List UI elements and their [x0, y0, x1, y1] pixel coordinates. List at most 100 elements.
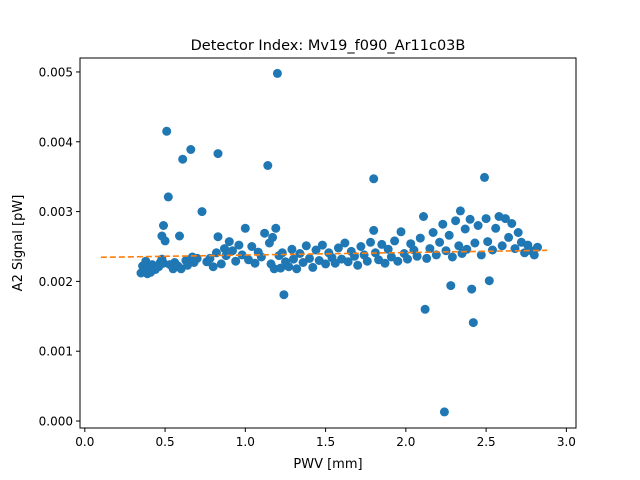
data-point	[377, 239, 387, 249]
data-point	[186, 145, 196, 154]
y-tick-label: 0.005	[39, 65, 73, 79]
data-point	[403, 254, 412, 264]
data-point	[178, 154, 188, 164]
data-point	[353, 260, 363, 270]
data-point	[163, 192, 173, 202]
x-tick-label: 1.5	[316, 435, 335, 449]
y-tick-label: 0.004	[39, 135, 73, 149]
x-tick-label: 2.0	[396, 435, 415, 449]
data-point	[356, 242, 366, 251]
data-point	[386, 252, 396, 262]
data-point	[220, 244, 229, 254]
data-point	[396, 227, 406, 237]
data-point	[504, 232, 514, 242]
data-point	[279, 290, 289, 300]
x-tick-label: 0.5	[156, 435, 175, 449]
chart-title: Detector Index: Mv19_f090_Ar11c03B	[191, 38, 466, 54]
data-point	[484, 276, 494, 286]
data-point	[507, 219, 517, 228]
data-point	[470, 238, 480, 248]
data-point	[292, 264, 302, 274]
data-point	[460, 224, 470, 234]
y-tick-label: 0.003	[39, 205, 73, 219]
data-point	[298, 258, 308, 267]
data-point	[420, 304, 430, 314]
data-point	[473, 221, 483, 230]
data-point	[455, 206, 465, 216]
data-point	[362, 256, 372, 266]
plot-frame	[79, 57, 577, 429]
x-axis-label: PWV [mm]	[293, 457, 362, 472]
y-tick-label: 0.002	[39, 275, 73, 289]
data-point	[256, 252, 266, 262]
data-point	[510, 244, 520, 254]
data-point	[513, 228, 523, 237]
y-tick-label: 0.001	[39, 345, 73, 359]
data-point	[276, 263, 286, 273]
data-point	[491, 223, 501, 233]
data-point	[317, 240, 327, 250]
data-point	[480, 172, 489, 182]
data-point	[277, 248, 287, 258]
data-point	[438, 219, 448, 229]
data-point	[308, 262, 318, 272]
data-point	[284, 262, 294, 272]
x-tick-label: 2.5	[477, 435, 496, 449]
x-tick-label: 1.0	[236, 435, 255, 449]
data-point	[268, 232, 278, 242]
data-point	[301, 241, 311, 251]
data-point	[213, 149, 223, 159]
data-point	[213, 232, 223, 242]
data-point	[260, 228, 270, 238]
data-point	[287, 244, 297, 254]
data-point	[465, 214, 475, 224]
plot-marks	[100, 68, 548, 417]
data-point	[462, 244, 472, 254]
y-tick-label: 0.000	[39, 415, 73, 429]
data-point	[321, 259, 331, 269]
data-point	[330, 258, 340, 268]
data-point	[160, 236, 170, 246]
data-point	[390, 236, 400, 246]
data-point	[447, 252, 457, 262]
data-point	[451, 216, 461, 226]
data-point	[305, 253, 314, 263]
data-point	[419, 212, 428, 221]
data-point	[533, 242, 542, 252]
data-point	[415, 233, 425, 243]
data-point	[483, 237, 493, 247]
data-point	[159, 221, 168, 230]
data-point	[529, 250, 539, 260]
data-point	[380, 258, 390, 268]
data-point	[488, 245, 497, 255]
data-point	[162, 126, 172, 136]
data-point	[247, 242, 257, 251]
data-point	[228, 246, 237, 256]
data-point	[234, 240, 244, 250]
x-tick-label: 0.0	[75, 435, 94, 449]
data-point	[175, 231, 184, 241]
data-point	[441, 246, 451, 256]
data-point	[428, 228, 438, 237]
data-point	[383, 244, 393, 254]
data-point	[444, 230, 454, 240]
data-point	[412, 251, 422, 261]
data-point	[497, 241, 507, 251]
data-point	[221, 251, 231, 261]
data-point	[467, 284, 477, 294]
y-axis: 0.000 0.001 0.002 0.003 0.004 0.005	[39, 65, 80, 429]
data-point	[237, 250, 247, 260]
data-point	[446, 281, 456, 291]
data-point	[369, 225, 379, 235]
data-point	[366, 237, 375, 247]
data-point	[500, 214, 510, 224]
data-point	[231, 256, 241, 266]
data-point	[343, 257, 353, 267]
fit-line	[100, 249, 548, 259]
data-point	[340, 238, 350, 248]
data-point	[333, 243, 343, 253]
data-point	[240, 223, 250, 233]
data-point	[263, 161, 273, 170]
